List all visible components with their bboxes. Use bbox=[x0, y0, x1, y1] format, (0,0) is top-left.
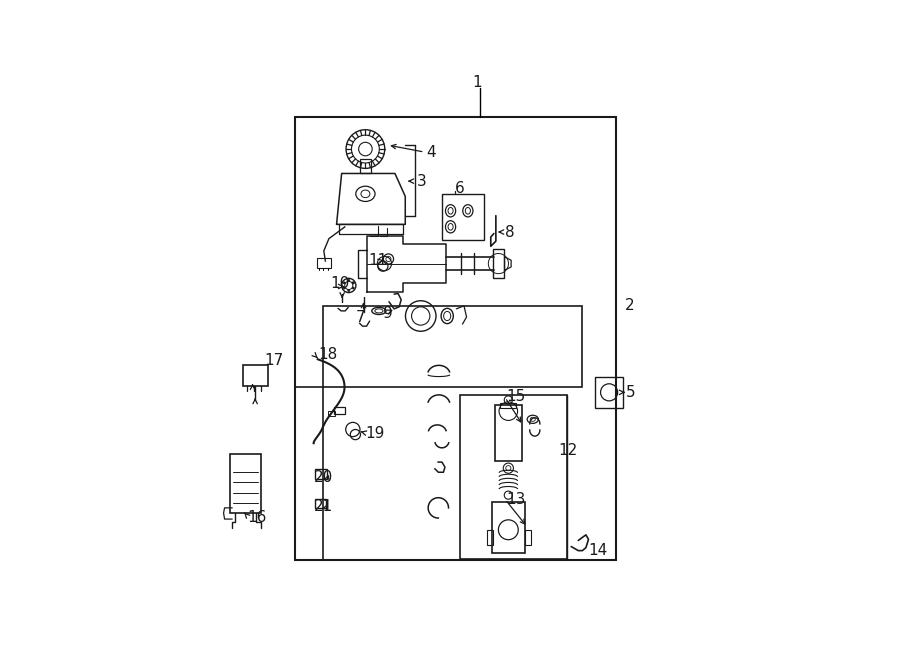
Bar bbox=[315, 499, 326, 508]
Text: 20: 20 bbox=[313, 470, 333, 485]
Bar bbox=[295, 118, 616, 561]
Bar bbox=[334, 407, 346, 414]
Text: 14: 14 bbox=[589, 543, 608, 558]
Bar bbox=[360, 159, 371, 173]
Bar bbox=[230, 454, 261, 513]
Text: 17: 17 bbox=[265, 353, 284, 368]
Circle shape bbox=[347, 290, 350, 292]
Circle shape bbox=[352, 282, 355, 284]
Text: 5: 5 bbox=[626, 385, 635, 401]
Text: 16: 16 bbox=[248, 510, 267, 525]
Text: 13: 13 bbox=[507, 492, 526, 507]
Text: 19: 19 bbox=[365, 426, 384, 441]
Text: 15: 15 bbox=[507, 389, 526, 405]
Bar bbox=[491, 502, 525, 553]
Bar bbox=[525, 529, 531, 545]
Text: 9: 9 bbox=[383, 307, 393, 321]
Bar bbox=[460, 395, 567, 559]
Circle shape bbox=[352, 282, 355, 284]
Text: 11: 11 bbox=[368, 253, 387, 268]
Text: 3: 3 bbox=[417, 174, 427, 188]
Text: 6: 6 bbox=[454, 181, 464, 196]
Bar bbox=[317, 258, 331, 268]
Text: 18: 18 bbox=[319, 346, 338, 362]
Bar bbox=[487, 529, 493, 545]
Bar bbox=[323, 306, 582, 387]
Bar bbox=[495, 405, 522, 461]
Bar bbox=[493, 249, 504, 278]
Text: 7: 7 bbox=[356, 309, 365, 325]
Circle shape bbox=[347, 280, 350, 282]
Bar bbox=[315, 469, 327, 479]
Text: 10: 10 bbox=[330, 276, 350, 292]
Text: 1: 1 bbox=[472, 75, 482, 91]
Circle shape bbox=[352, 287, 355, 289]
Bar bbox=[328, 410, 335, 416]
Text: 4: 4 bbox=[427, 145, 436, 159]
Bar bbox=[443, 194, 484, 240]
Bar bbox=[595, 377, 623, 408]
Text: 2: 2 bbox=[626, 298, 634, 313]
Text: 21: 21 bbox=[313, 499, 333, 514]
Text: 8: 8 bbox=[505, 225, 514, 239]
Bar bbox=[500, 403, 517, 408]
Bar bbox=[243, 366, 268, 386]
Text: 12: 12 bbox=[558, 444, 577, 458]
Circle shape bbox=[343, 282, 346, 284]
Circle shape bbox=[343, 287, 346, 289]
